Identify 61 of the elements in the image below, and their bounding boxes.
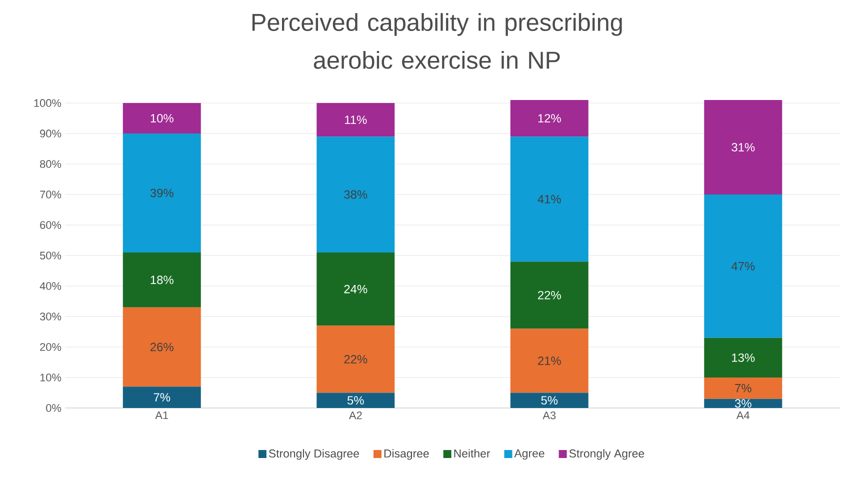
bar: [510, 392, 588, 408]
data-label: 5%: [347, 396, 364, 405]
bar: [122, 307, 201, 387]
data-label: 7%: [154, 393, 170, 402]
chart-title: Perceived capability in prescribing aerobic exercise in NP: [252, 13, 622, 69]
y-tick-label: 50%: [40, 252, 62, 260]
data-label: 5%: [541, 396, 558, 405]
data-label: 39%: [150, 188, 174, 198]
bar: [510, 136, 588, 262]
y-tick-label: 80%: [40, 160, 62, 168]
data-label: 18%: [150, 276, 174, 284]
y-tick-label: 60%: [40, 221, 62, 229]
y-tick-label: 70%: [40, 190, 62, 198]
bar: [704, 377, 782, 399]
x-tick-label: A2: [348, 412, 362, 420]
bar: [704, 398, 782, 408]
y-tick-label: 40%: [40, 282, 62, 290]
data-label: 13%: [732, 353, 755, 362]
legend-label: Agree: [514, 449, 544, 460]
bar: [122, 386, 201, 408]
bar: [704, 100, 782, 195]
bar: [316, 136, 395, 252]
legend-label: Strongly Agree: [569, 449, 644, 460]
data-label: 10%: [150, 114, 174, 123]
y-tick-label: 0%: [46, 404, 62, 412]
bar: [510, 100, 588, 137]
x-tick-label: A3: [542, 412, 556, 420]
bar: [316, 103, 395, 137]
bar: [510, 328, 588, 393]
y-tick-label: 20%: [40, 343, 62, 351]
legend-label: Disagree: [384, 449, 429, 460]
data-label: 38%: [344, 190, 368, 199]
x-tick-label: A4: [736, 412, 750, 420]
bar: [704, 338, 782, 378]
x-tick-label: A1: [155, 412, 168, 420]
bar: [316, 392, 395, 408]
bar: [510, 262, 588, 329]
data-label: 22%: [344, 354, 368, 364]
bar: [122, 134, 201, 252]
legend-label: Strongly Disagree: [268, 449, 359, 460]
data-label: 31%: [732, 143, 755, 152]
data-label: 24%: [344, 284, 368, 294]
data-label: 41%: [538, 194, 561, 204]
y-tick-label: 10%: [40, 374, 62, 382]
bar: [316, 252, 395, 326]
data-label: 12%: [538, 114, 561, 122]
y-tick-label: 100%: [34, 99, 62, 107]
data-label: 3%: [734, 399, 752, 408]
bar: [122, 103, 201, 134]
bar: [704, 194, 782, 338]
bar: [122, 252, 201, 308]
legend-label: Neither: [454, 449, 490, 458]
bar: [316, 326, 395, 393]
y-tick-label: 90%: [40, 130, 62, 138]
y-tick-label: 30%: [40, 312, 62, 320]
data-label: 22%: [538, 290, 561, 300]
data-label: 11%: [345, 116, 367, 124]
data-label: 7%: [735, 384, 752, 392]
data-label: 21%: [538, 356, 561, 365]
data-label: 47%: [731, 262, 755, 270]
data-label: 26%: [150, 342, 174, 352]
